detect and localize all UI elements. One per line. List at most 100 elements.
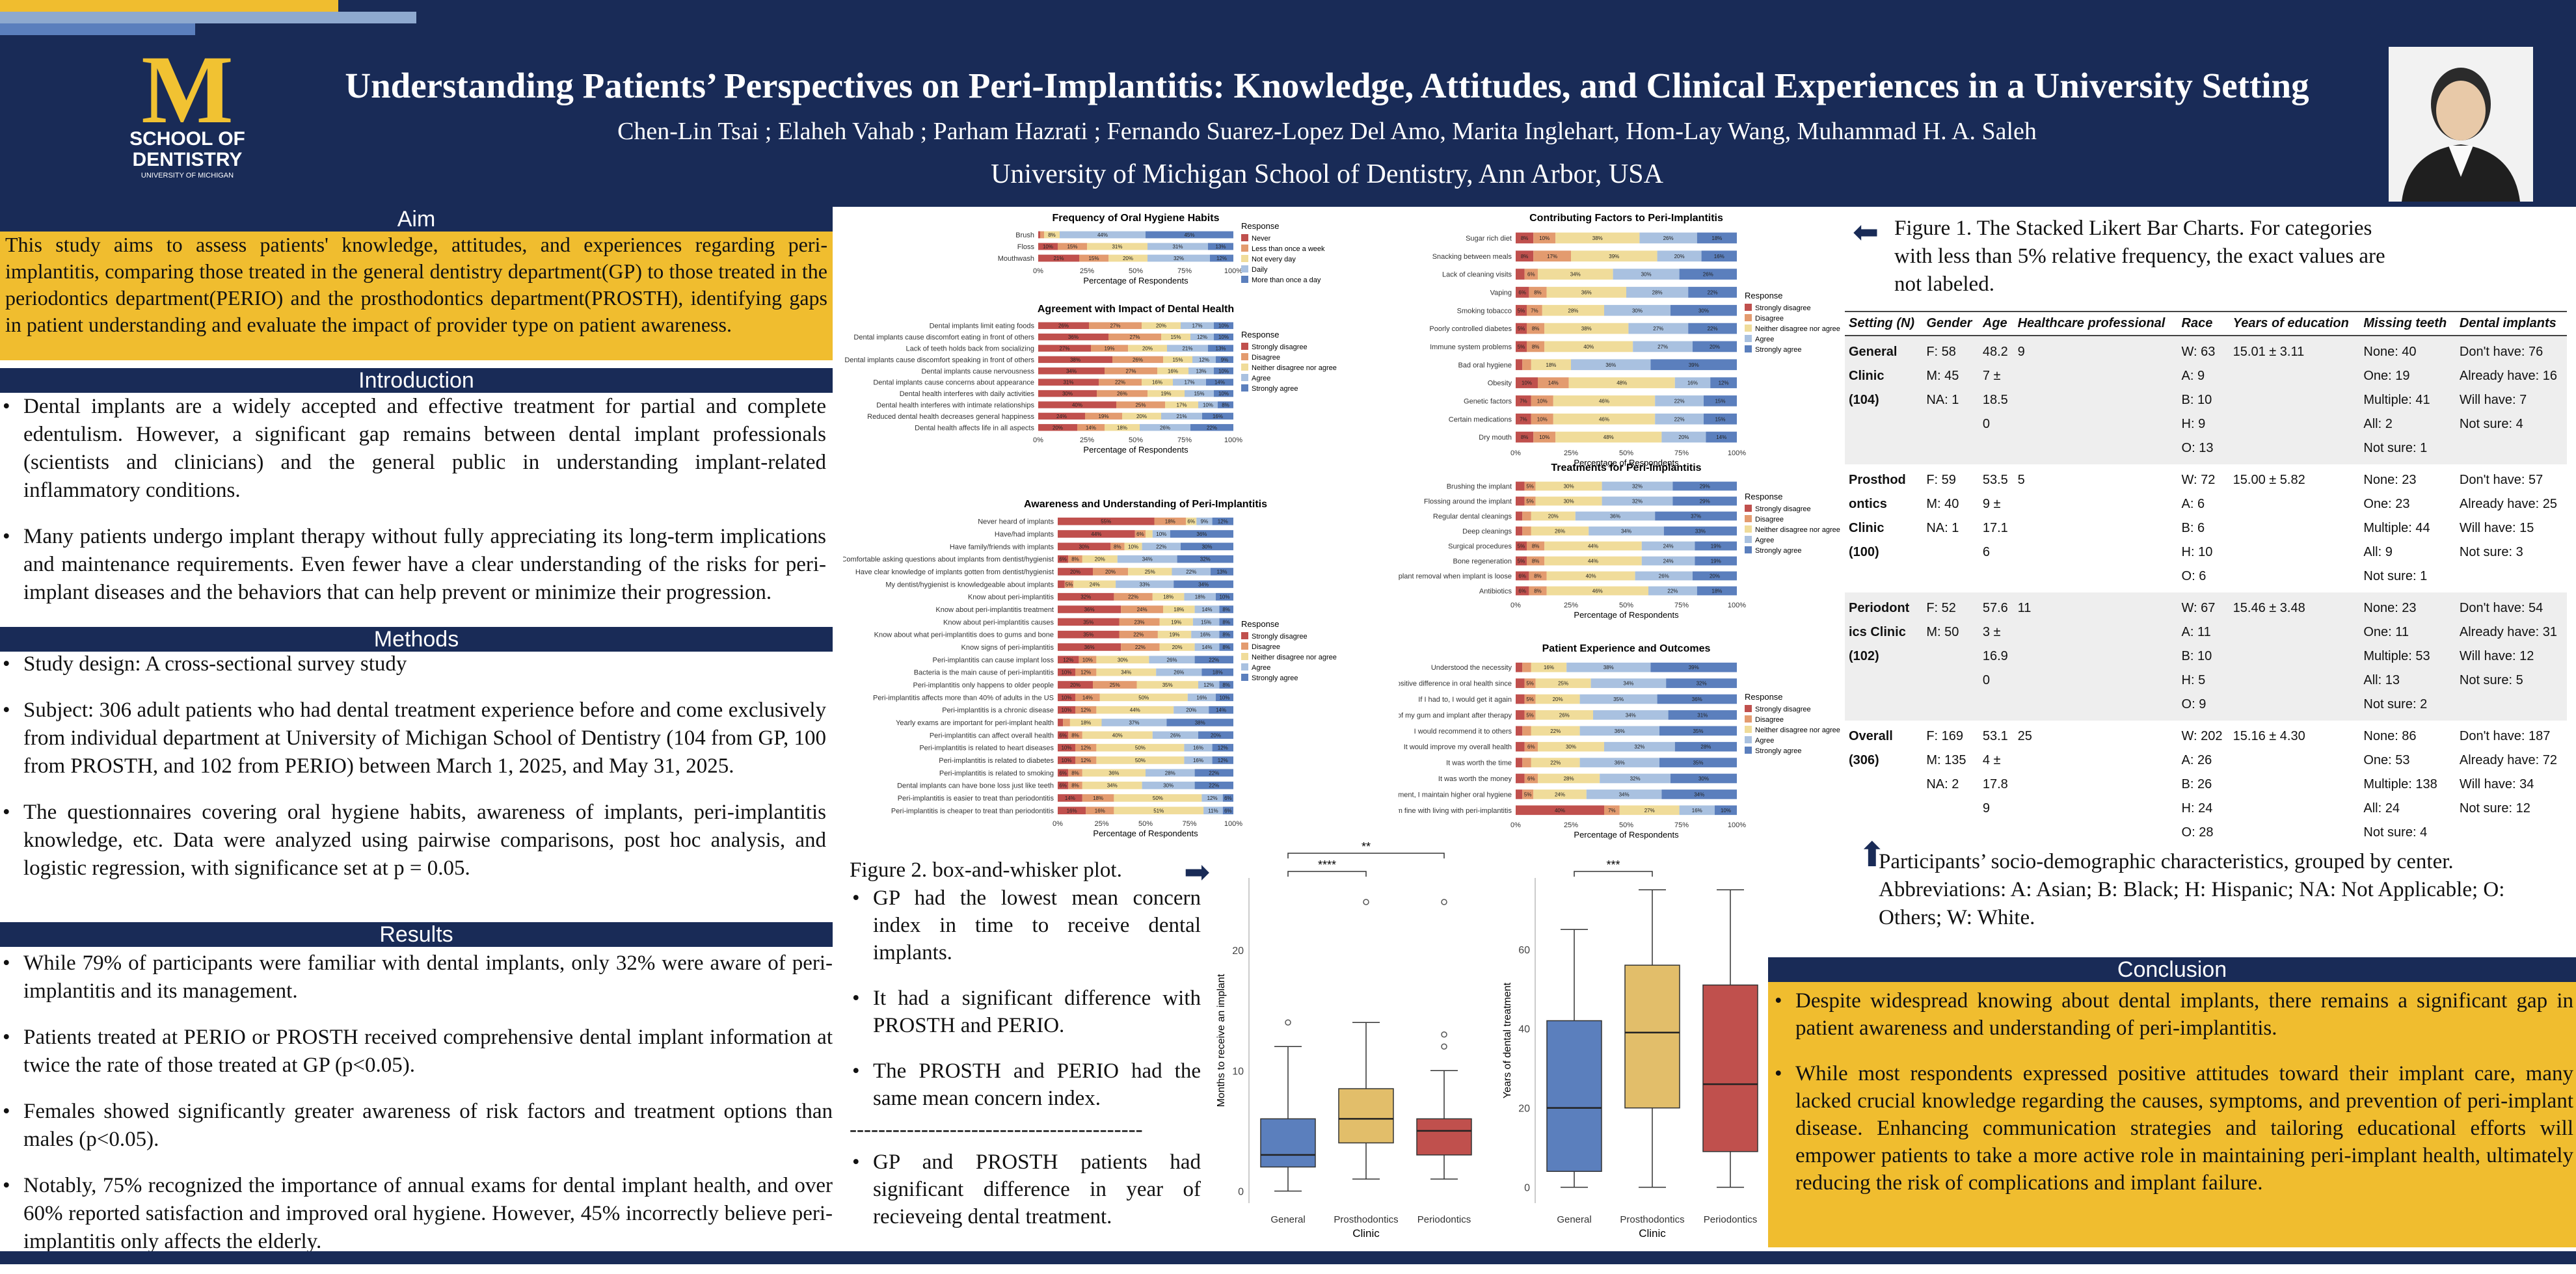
cell-line: Don't have: 54 [2459,601,2543,615]
likert-value-label: 7% [1520,416,1527,422]
likert-segment [1210,568,1233,576]
x-axis-label: Clinic [1352,1227,1380,1240]
likert-value-label: 28% [1165,770,1175,776]
likert-value-label: 44% [1130,708,1140,713]
likert-segment [1198,401,1218,408]
likert-tick-label: 50% [1129,436,1143,444]
likert-segment [1159,643,1195,651]
likert-segment [1058,243,1087,250]
likert-value-label: 44% [1097,232,1108,238]
likert-segment [1058,630,1120,639]
likert-value-label: 6% [1518,289,1526,295]
x-category-label: General [1557,1214,1591,1225]
likert-item-label: Peri-implantitis only happens to older p… [913,682,1054,689]
likert-item-label: Bone regeneration [1453,558,1512,566]
cell-line: Not sure: 1 [2363,569,2428,583]
likert-value-label: 22% [1128,594,1138,600]
bullet-item: Dental implants are a widely accepted an… [0,393,826,505]
likert-segment [1167,345,1208,352]
likert-segment [1553,413,1656,425]
legend-swatch [1745,705,1752,712]
cell-line: Multiple: 41 [2363,393,2430,407]
likert-segment [1693,341,1737,352]
cell-line: Will have: 12 [2459,649,2534,663]
legend-swatch [1241,653,1248,660]
likert-segment [1672,481,1737,491]
y-tick-label: 0 [1238,1186,1244,1197]
likert-value-label: 36% [1605,362,1616,368]
likert-segment [1602,496,1673,506]
likert-value-label: 16% [1692,808,1702,814]
cell-line: (100) [1849,545,1879,559]
likert-item-label: Dental implants cause nervousness [921,367,1034,375]
likert-segment [1533,232,1556,244]
likert-tick-label: 0% [1510,602,1521,609]
likert-value-label: 8% [1071,557,1079,563]
likert-value-label: 10% [1537,398,1548,404]
likert-value-label: 32% [1634,744,1644,750]
likert-segment [1571,250,1657,262]
likert-segment [1527,556,1545,566]
likert-value-label: 8% [1222,632,1230,638]
likert-segment [1641,541,1695,551]
likert-item-label: Peri-implantitis is cheaper to treat tha… [891,807,1054,815]
cell-line: Not sure: 5 [2459,673,2523,687]
likert-segment [1038,390,1097,397]
likert-segment [1198,681,1220,689]
legend-swatch [1745,726,1752,733]
likert-value-label: 22% [1209,657,1219,663]
likert-value-label: 6% [1059,783,1067,789]
likert-value-label: 30% [1118,657,1128,663]
methods-body: Study design: A cross-sectional survey s… [0,650,826,901]
likert-item-label: Vaping [1490,289,1512,297]
cell-line: 18.5 [1982,393,2008,407]
likert-item-label: Reduced dental health decreases general … [867,413,1034,421]
likert-segment [1181,542,1233,551]
likert-value-label: 10% [1082,657,1093,663]
likert-tick-label: 75% [1674,602,1689,609]
results-heading: Results [0,922,833,947]
legend-swatch [1745,536,1752,543]
likert-value-label: 24% [1555,791,1565,797]
likert-value-label: 10% [1061,670,1071,676]
likert-value-label: 12% [1080,745,1091,751]
cell-line: F: 52 [1926,601,1956,615]
cell-line: 9 [2017,345,2025,359]
likert-segment [1119,618,1160,626]
legend-swatch [1745,546,1752,553]
likert-segment [1198,731,1233,739]
likert-segment [1533,431,1556,443]
likert-segment [1657,694,1737,704]
likert-value-label: 16% [1067,808,1077,814]
likert-value-label: 20% [1142,346,1153,352]
likert-segment [1600,773,1670,784]
likert-segment [1068,769,1082,777]
y-tick-label: 20 [1232,946,1244,957]
likert-item-label: Peri-implantitis affects more than 40% o… [873,694,1054,702]
likert-segment [1128,568,1172,576]
likert-segment [1516,359,1523,371]
legend-entry: Less than once a week [1252,245,1325,253]
likert-item-label: Bacteria is the main cause of peri-impla… [914,669,1054,677]
likert-value-label: 50% [1135,758,1146,763]
likert-segment [1571,359,1651,371]
likert-segment [1659,726,1737,736]
likert-segment [1058,605,1121,613]
table-cell-teeth: None: 23 One: 23 Multiple: 44 All: 9 Not sur… [2359,464,2456,592]
likert-value-label: 10% [1218,323,1229,329]
likert-value-label: 8% [1222,403,1229,408]
likert-segment [1516,758,1523,767]
likert-segment [1542,304,1604,316]
likert-item-label: Peri-implantitis is easier to treat than… [898,795,1054,803]
likert-value-label: 25% [1558,681,1568,687]
person-silhouette-icon [2402,68,2520,202]
cell-line: A: 11 [2181,625,2211,639]
likert-segment [1222,794,1233,802]
cell-line: Not sure: 4 [2363,825,2428,840]
cell-line: (102) [1849,649,1879,663]
likert-item-label: I like the appearance of my gum and impl… [1399,711,1512,719]
likert-value-label: 20% [1136,414,1147,419]
legend-entry: Disagree [1755,315,1784,323]
likert-value-label: 10% [1203,403,1213,408]
legend-swatch [1241,245,1248,252]
